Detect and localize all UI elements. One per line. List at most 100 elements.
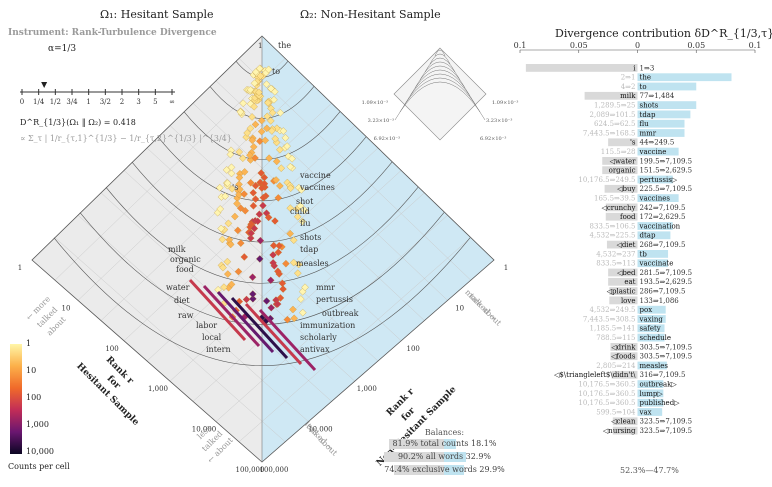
balance-bar-right <box>444 439 457 449</box>
heat-cell <box>256 255 264 263</box>
heat-streak <box>258 308 317 372</box>
bar-word-label: vaccinate <box>639 260 674 268</box>
inset-tick-right: 3.23×10⁻³ <box>486 118 512 124</box>
left-axis-tick: 1 <box>18 264 22 272</box>
heat-cell <box>240 190 248 198</box>
divergence-bar <box>609 296 638 305</box>
bar-rank-label: 7,443.5⇒308.5 <box>583 315 636 323</box>
divergence-bar <box>612 426 638 435</box>
alpha-marker <box>41 82 48 88</box>
inset-tick-right: 6.92×10⁻³ <box>480 136 506 142</box>
heat-cell <box>298 217 307 226</box>
divergence-bar <box>611 370 638 379</box>
heat-cell <box>264 65 273 74</box>
heat-cell <box>222 166 231 174</box>
bar-word-label: 's <box>630 139 636 147</box>
divergence-bar <box>637 73 732 82</box>
heat-cell <box>248 273 257 281</box>
heat-cell <box>268 127 276 135</box>
heat-cell <box>247 179 255 187</box>
heat-cell <box>216 183 224 192</box>
divergence-bar <box>637 398 664 407</box>
bar-rank-label: 316⇒7,109.5 <box>640 371 686 379</box>
balance-bar-right <box>444 465 465 475</box>
divergence-bar <box>608 138 638 147</box>
bar-word-label: mmr <box>640 129 657 137</box>
heat-cell <box>267 304 275 312</box>
diamond-word-right: shots <box>300 233 321 242</box>
bar-rank-label: 4,532⇒225.5 <box>590 232 636 240</box>
heat-cell <box>250 79 259 88</box>
bar-word-label: i <box>633 64 636 72</box>
diamond-word-right: immunization <box>300 321 355 330</box>
heat-cell <box>283 315 292 324</box>
bar-word-label: pertussis▷ <box>640 176 678 184</box>
right-axis-tick: 10 <box>455 304 464 312</box>
heat-streak <box>230 296 289 360</box>
heat-cell <box>276 109 285 117</box>
bar-word-label: measles <box>640 362 669 370</box>
heat-cell <box>269 251 277 259</box>
bar-word-label: vaccination <box>639 222 681 230</box>
heat-cell <box>275 241 283 250</box>
heat-cell <box>286 204 295 212</box>
bar-chart-footer: 52.3%—47.7% <box>620 466 679 475</box>
bar-rank-label: 172⇒2,629.5 <box>640 213 686 221</box>
balance-row: 74.4% exclusive words 29.9% <box>377 464 512 476</box>
divergence-bar <box>637 129 685 137</box>
heat-cell <box>224 219 233 228</box>
balance-text: 90.2% all words 32.9% <box>397 452 492 461</box>
right-axis-tick: 10,000 <box>308 426 333 434</box>
bar-rank-label: 165.5⇒39.5 <box>594 195 636 203</box>
alpha-tick-label: 0 <box>20 98 24 106</box>
heat-cell <box>239 154 247 162</box>
heat-cell <box>237 239 245 247</box>
divergence-bar <box>605 212 638 221</box>
colorbar-tick: 10,000 <box>26 447 54 456</box>
balance-text: 74.4% exclusive words 29.9% <box>384 465 505 474</box>
heat-cell <box>219 263 227 272</box>
left-axis-tick: 10,000 <box>192 426 217 434</box>
heat-cell <box>267 117 275 125</box>
diamond-word-left: labor <box>196 321 217 330</box>
heat-cell <box>261 136 270 145</box>
colorbar <box>10 344 22 454</box>
heat-cell <box>262 80 271 89</box>
heat-cell <box>279 285 287 293</box>
alpha-tick-label: 1/2 <box>50 98 61 106</box>
heat-cell <box>269 241 278 250</box>
divergence-bar <box>637 389 664 398</box>
diamond-word-left: milk <box>168 245 186 254</box>
divergence-bar <box>612 417 638 426</box>
bar-word-label: the <box>640 74 651 82</box>
balance-text: 81.9% total counts 18.1% <box>392 439 497 448</box>
heat-cell <box>236 185 244 194</box>
heat-cell <box>246 85 255 94</box>
heat-cell <box>221 192 229 200</box>
divergence-bar <box>637 194 679 202</box>
alpha-tick-label: 5 <box>153 98 157 106</box>
bar-rank-label: 1,185.5⇒141 <box>590 325 636 333</box>
heat-cell <box>297 295 305 303</box>
inset-contour <box>429 53 451 65</box>
right-axis-tick: 1,000 <box>357 385 377 393</box>
diamond-word-left: diet <box>174 296 190 305</box>
bar-word-label: food <box>620 213 636 221</box>
bar-rank-label: 2,089⇒101.5 <box>590 111 636 119</box>
heat-cell <box>251 195 260 203</box>
bar-rank-label: 2,805⇒214 <box>596 362 636 370</box>
heat-cell <box>246 151 254 159</box>
bar-word-label: safety <box>640 325 661 333</box>
inset-contour <box>434 49 446 57</box>
heat-cell <box>249 189 258 197</box>
bar-word-label: vaccine <box>639 148 667 156</box>
alpha-label: α=1/3 <box>48 44 77 54</box>
heat-cell <box>227 169 236 178</box>
heat-cell <box>297 186 306 194</box>
bar-rank-label: 10,176.5⇒249.5 <box>578 176 635 184</box>
heat-cell <box>224 270 232 278</box>
diamond-word-left: food <box>176 265 194 274</box>
bar-word-label: lump▷ <box>640 390 664 398</box>
heat-cell <box>249 295 257 303</box>
